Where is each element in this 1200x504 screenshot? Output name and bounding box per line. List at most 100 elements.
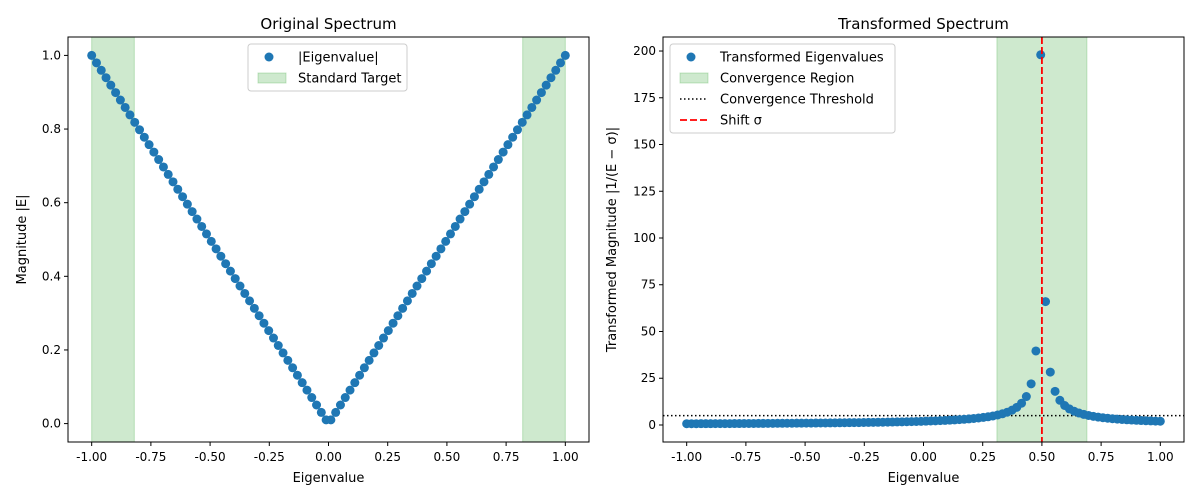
y-tick-label: 0.6: [42, 196, 61, 210]
legend-label: Shift σ: [720, 114, 762, 129]
legend-marker-point: [686, 52, 696, 62]
data-point: [111, 88, 121, 98]
data-point: [493, 155, 503, 165]
data-point: [474, 184, 484, 194]
data-point: [106, 80, 116, 90]
data-point: [115, 95, 125, 105]
y-tick-label: 75: [641, 278, 656, 292]
data-point: [130, 117, 140, 127]
y-tick-label: 25: [641, 371, 656, 385]
data-point: [163, 169, 173, 179]
data-point: [484, 169, 494, 179]
data-point: [1045, 367, 1055, 377]
data-point: [359, 363, 369, 373]
data-point: [556, 58, 566, 68]
data-point: [211, 244, 221, 254]
data-point: [560, 50, 570, 60]
data-point: [383, 326, 393, 336]
data-point: [335, 400, 345, 410]
y-tick-label: 0.4: [42, 269, 61, 283]
data-point: [221, 259, 231, 269]
data-point: [1155, 416, 1165, 426]
legend-box: [669, 43, 896, 134]
data-point: [120, 102, 130, 112]
data-point: [1031, 346, 1041, 356]
data-point: [350, 378, 360, 388]
data-point: [139, 132, 149, 142]
y-axis-label: Magnitude |E|: [15, 195, 30, 285]
y-tick-label: 0.2: [42, 343, 61, 357]
data-point: [546, 73, 556, 83]
data-point: [426, 259, 436, 269]
legend-label: Transformed Eigenvalues: [719, 51, 884, 66]
data-point: [469, 192, 479, 202]
x-tick-label: 0.00: [910, 450, 937, 464]
data-point: [517, 117, 527, 127]
legend-label: Standard Target: [298, 72, 402, 87]
x-tick-label: 0.00: [315, 450, 342, 464]
data-point: [240, 288, 250, 298]
chart-title: Original Spectrum: [260, 15, 396, 33]
data-point: [450, 221, 460, 231]
data-point: [417, 274, 427, 284]
data-point: [460, 207, 470, 217]
data-point: [307, 393, 317, 403]
span-region: [522, 36, 566, 443]
data-point: [149, 147, 159, 157]
x-tick-label: -0.25: [849, 450, 880, 464]
data-point: [465, 199, 475, 209]
span-region: [91, 36, 135, 443]
data-point: [1041, 297, 1051, 307]
x-axis-label: Eigenvalue: [888, 471, 960, 486]
x-tick-label: 0.75: [493, 450, 520, 464]
data-point: [268, 333, 278, 343]
data-point: [551, 65, 561, 75]
x-tick-label: 0.25: [969, 450, 996, 464]
data-point: [398, 303, 408, 313]
data-point: [522, 110, 532, 120]
x-tick-label: 1.00: [1147, 450, 1174, 464]
data-point: [536, 88, 546, 98]
x-tick-label: -0.75: [135, 450, 166, 464]
legend-marker-point: [264, 52, 274, 62]
data-point: [479, 177, 489, 187]
chart-1: -1.00 -0.75 -0.50 -0.25 0.00 0.25 0.50 0.75 1.00…: [15, 15, 590, 486]
data-point: [173, 184, 183, 194]
data-point: [532, 95, 542, 105]
data-point: [455, 214, 465, 224]
data-point: [1050, 386, 1060, 396]
data-point: [1036, 50, 1046, 60]
data-point: [541, 80, 551, 90]
data-point: [331, 407, 341, 417]
data-point: [407, 288, 417, 298]
data-point: [91, 58, 101, 68]
y-tick-label: 150: [633, 138, 656, 152]
data-point: [249, 303, 259, 313]
y-tick-label: 200: [633, 44, 656, 58]
y-tick-label: 0: [648, 418, 656, 432]
data-point: [527, 102, 537, 112]
data-point: [393, 311, 403, 321]
data-point: [345, 385, 355, 395]
data-point: [1017, 398, 1027, 408]
x-tick-label: 0.75: [1088, 450, 1115, 464]
data-point: [379, 333, 389, 343]
data-point: [402, 296, 412, 306]
x-axis-label: Eigenvalue: [293, 471, 365, 486]
data-point: [446, 229, 456, 239]
data-point: [297, 378, 307, 388]
y-tick-label: 50: [641, 324, 656, 338]
legend: |Eigenvalue| Standard Target: [247, 43, 408, 92]
data-point: [278, 348, 288, 358]
data-point: [326, 415, 336, 425]
data-point: [158, 162, 168, 172]
x-tick-label: 0.50: [434, 450, 461, 464]
y-tick-label: 175: [633, 91, 656, 105]
data-point: [316, 407, 326, 417]
x-tick-label: 0.25: [374, 450, 401, 464]
y-tick-label: 1.0: [42, 48, 61, 62]
data-point: [441, 236, 451, 246]
data-point: [340, 393, 350, 403]
data-point: [503, 140, 513, 150]
data-point: [512, 125, 522, 135]
